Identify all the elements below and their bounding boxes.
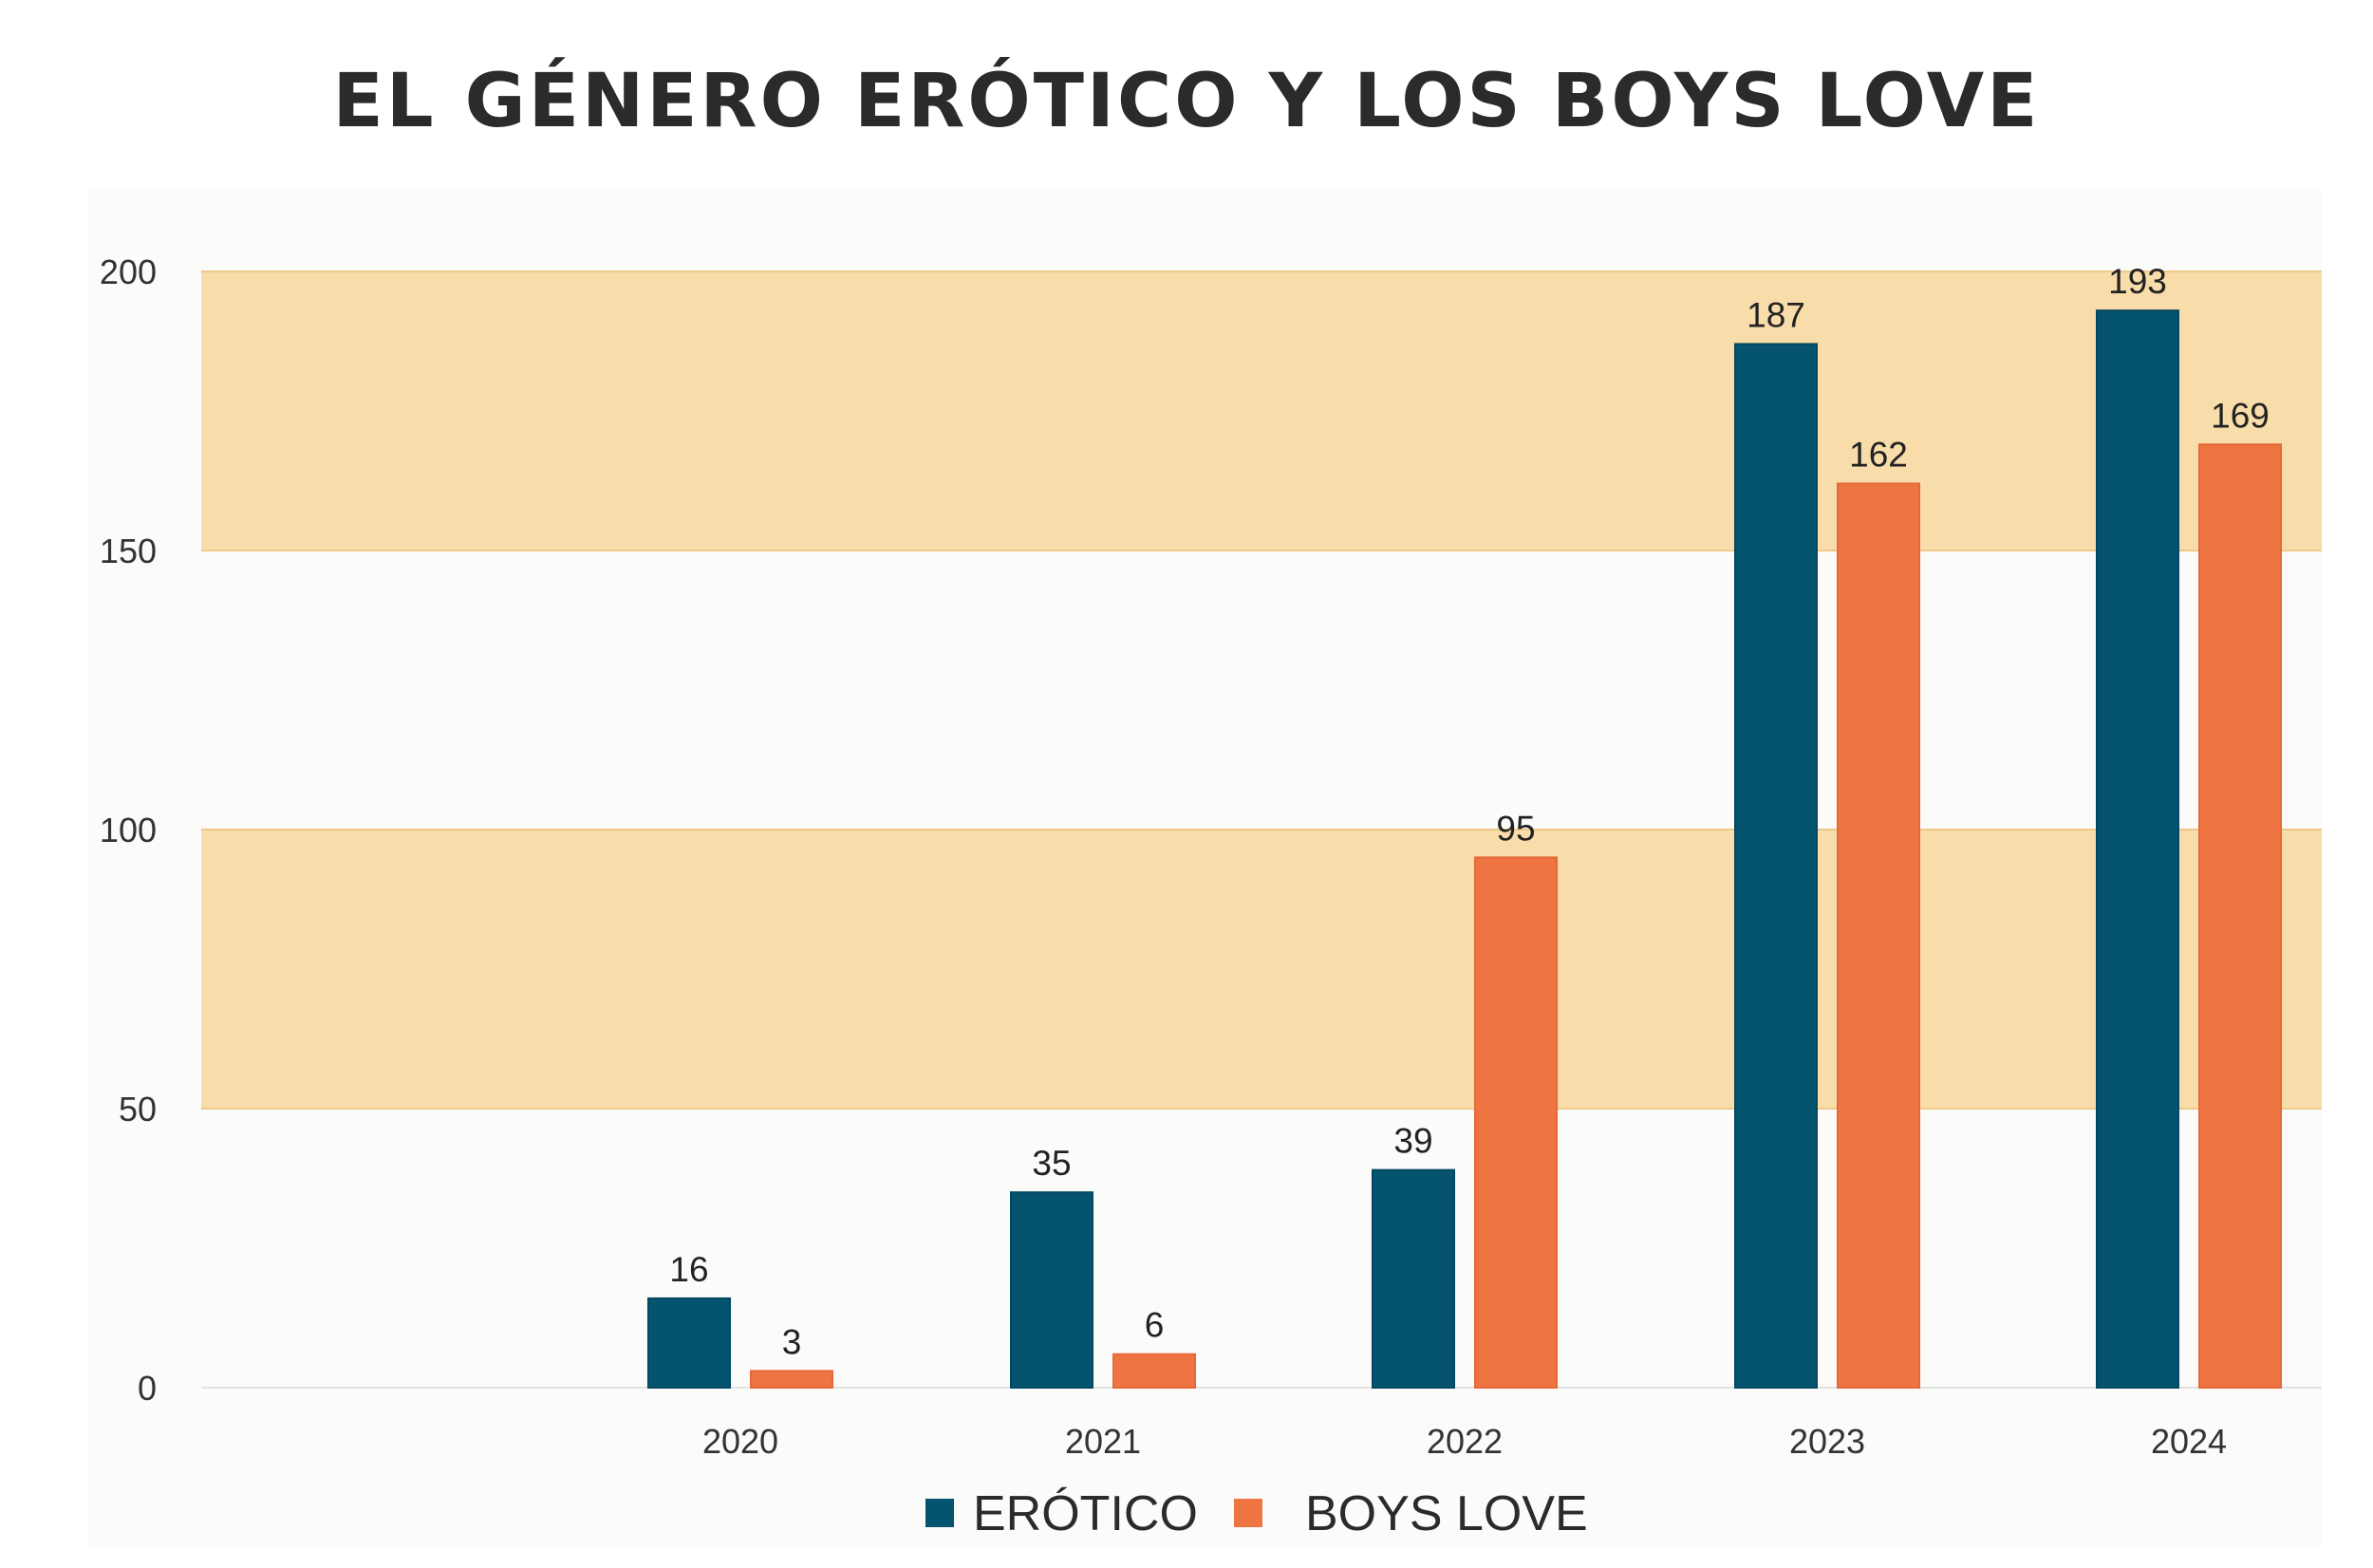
data-labels-group: 16 3 35 6 39 95 187 162 193 169 <box>669 262 2269 1361</box>
y-tick-label: 200 <box>100 252 157 291</box>
x-tick-label: 2023 <box>1789 1422 1865 1461</box>
bar-boys-love-2022 <box>1474 856 1558 1389</box>
grid-band <box>201 271 2322 551</box>
bar-boys-love-2021 <box>1112 1353 1196 1389</box>
bar-boys-love-2023 <box>1837 482 1920 1389</box>
legend-swatch-boys-love <box>1234 1499 1262 1527</box>
y-axis-ticks: 0 50 100 150 200 <box>100 252 157 1408</box>
data-label: 95 <box>1496 809 1535 848</box>
legend-swatch-erotico <box>925 1499 954 1527</box>
gridline-bands <box>201 271 2322 1110</box>
bar-erotico-2021 <box>1010 1191 1093 1389</box>
y-tick-label: 100 <box>100 811 157 849</box>
bar-erotico-2020 <box>647 1297 731 1390</box>
bar-erotico-2023 <box>1734 343 1818 1390</box>
chart-title: EL GÉNERO ERÓTICO Y LOS BOYS LOVE <box>332 59 2041 144</box>
bars-group <box>647 309 2282 1390</box>
bar-boys-love-2024 <box>2198 443 2282 1389</box>
x-tick-label: 2020 <box>702 1422 778 1461</box>
data-label: 162 <box>1849 435 1908 474</box>
y-tick-label: 150 <box>100 532 157 570</box>
legend-label-boys-love: BOYS LOVE <box>1305 1486 1588 1541</box>
legend: ERÓTICO BOYS LOVE <box>925 1486 1588 1541</box>
x-tick-label: 2022 <box>1427 1422 1503 1461</box>
y-tick-label: 50 <box>119 1090 157 1129</box>
grid-band <box>201 830 2322 1109</box>
x-tick-label: 2024 <box>2151 1422 2227 1461</box>
x-axis-ticks: 2020 2021 2022 2023 2024 <box>702 1422 2227 1461</box>
bar-boys-love-2020 <box>750 1370 833 1389</box>
y-tick-label: 0 <box>138 1369 157 1408</box>
bar-erotico-2024 <box>2096 309 2179 1389</box>
data-label: 169 <box>2211 396 2270 435</box>
data-label: 187 <box>1747 295 1805 334</box>
data-label: 16 <box>669 1250 708 1289</box>
data-label: 193 <box>2108 262 2167 301</box>
legend-label-erotico: ERÓTICO <box>973 1486 1198 1541</box>
data-label: 35 <box>1032 1144 1071 1183</box>
data-label: 39 <box>1393 1122 1432 1161</box>
data-label: 3 <box>782 1322 802 1361</box>
data-label: 6 <box>1145 1306 1165 1345</box>
x-tick-label: 2021 <box>1065 1422 1141 1461</box>
bar-erotico-2022 <box>1372 1168 1455 1390</box>
